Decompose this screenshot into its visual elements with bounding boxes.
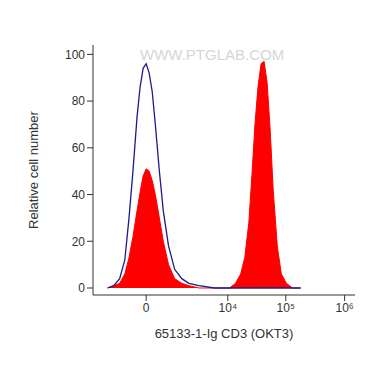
svg-text:80: 80 [72,94,86,108]
svg-text:10⁵: 10⁵ [277,301,295,315]
svg-text:Relative cell number: Relative cell number [26,110,41,228]
svg-text:20: 20 [72,235,86,249]
svg-text:10⁶: 10⁶ [335,301,353,315]
svg-text:10⁴: 10⁴ [219,301,238,315]
svg-text:65133-1-Ig CD3 (OKT3): 65133-1-Ig CD3 (OKT3) [155,326,294,341]
svg-text:100: 100 [65,48,85,62]
svg-text:40: 40 [72,188,86,202]
svg-text:60: 60 [72,141,86,155]
html-text:WWW.PTGLAB.COM: WWW.PTGLAB.COM [140,46,285,63]
svg-text:0: 0 [78,281,85,295]
svg-text:0: 0 [143,301,150,315]
